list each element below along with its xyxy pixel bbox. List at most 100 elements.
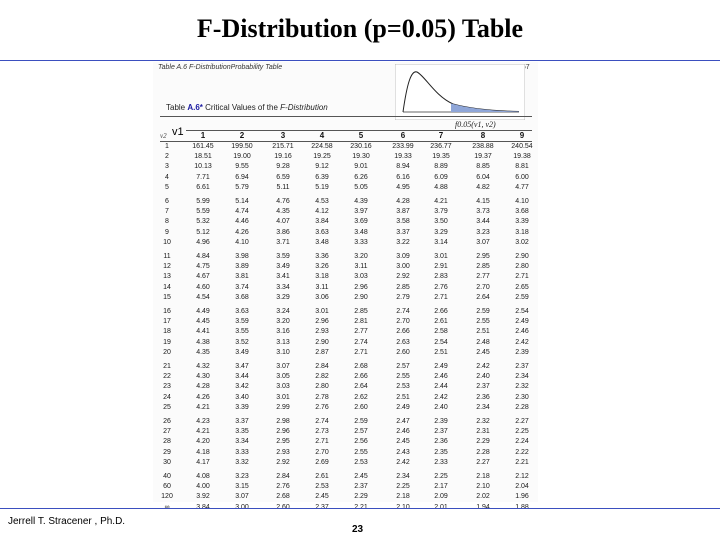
table-cell: 3.92	[196, 493, 210, 501]
table-cell: 2.78	[315, 393, 329, 401]
row-label: 14	[163, 283, 171, 291]
table-cell: 8.94	[396, 163, 410, 171]
table-cell: 2.65	[515, 283, 529, 291]
slide-page-number: 23	[352, 524, 364, 535]
table-cell: 2.71	[434, 293, 448, 301]
table-cell: 4.39	[354, 198, 368, 205]
table-cell: 4.74	[235, 208, 249, 216]
table-cell: 4.28	[396, 198, 410, 205]
table-cell: 3.33	[354, 238, 368, 246]
table-cell: 2.55	[354, 448, 368, 456]
table-cell: 2.17	[434, 483, 448, 491]
table-cell: 3.49	[235, 348, 249, 356]
table-cell: 2.01	[434, 503, 448, 511]
table-cell: 6.59	[276, 173, 290, 181]
table-cell: 4.35	[276, 208, 290, 216]
table-cell: 4.18	[196, 448, 210, 456]
table-cell: 4.00	[196, 483, 210, 491]
table-cell: 2.85	[354, 308, 368, 315]
table-cell: 2.27	[476, 458, 490, 466]
table-cell: 3.89	[235, 263, 249, 271]
table-cell: 4.26	[196, 393, 210, 401]
table-cell: 2.46	[396, 428, 410, 436]
table-cell: 2.62	[354, 393, 368, 401]
table-cell: 2.25	[396, 483, 410, 491]
footer-divider	[0, 508, 720, 509]
table-cell: 3.86	[276, 228, 290, 236]
table-cell: 2.84	[315, 363, 329, 370]
table-cell: 2.51	[434, 348, 448, 356]
table-cell: 2.76	[315, 403, 329, 411]
table-cell: 2.42	[515, 338, 529, 346]
table-cell: 2.91	[434, 263, 448, 271]
table-cell: 3.20	[276, 318, 290, 326]
table-cell: 3.34	[276, 283, 290, 291]
table-cell: 2.45	[354, 473, 368, 480]
table-cell: 2.42	[396, 458, 410, 466]
table-cell: 2.53	[315, 483, 329, 491]
table-cell: 2.96	[315, 318, 329, 326]
table-cell: 3.18	[315, 273, 329, 281]
table-cell: 4.21	[196, 428, 210, 436]
table-cell: 3.48	[315, 238, 329, 246]
author-name: Jerrell T. Stracener , Ph.D.	[8, 516, 126, 527]
table-cell: 19.38	[513, 153, 531, 161]
table-cell: 19.33	[394, 153, 412, 161]
table-cell: 2.49	[434, 363, 448, 370]
critical-value-label: f0.05(v1, v2)	[455, 120, 496, 129]
table-cell: 4.20	[196, 438, 210, 446]
row-label: 5	[165, 183, 169, 191]
row-label: 3	[165, 163, 169, 171]
table-cell: 3.63	[235, 308, 249, 315]
table-cell: 6.26	[354, 173, 368, 181]
table-cell: 3.84	[315, 218, 329, 226]
table-cell: 2.21	[354, 503, 368, 511]
table-top-rule	[160, 116, 532, 117]
column-header: 8	[480, 131, 486, 140]
table-cell: 4.28	[196, 383, 210, 391]
table-cell: 4.88	[434, 183, 448, 191]
table-caption: Table A.6* Critical Values of the F-Dist…	[166, 103, 328, 112]
table-cell: 3.50	[434, 218, 448, 226]
row-label: 19	[163, 338, 171, 346]
table-cell: 3.00	[396, 263, 410, 271]
table-cell: 2.66	[396, 328, 410, 336]
table-cell: 19.35	[432, 153, 450, 161]
table-cell: 4.38	[196, 338, 210, 346]
table-cell: 2.90	[315, 338, 329, 346]
table-cell: 2.64	[354, 383, 368, 391]
table-cell: 4.53	[315, 198, 329, 205]
table-cell: 2.46	[434, 373, 448, 381]
table-cell: 3.98	[235, 253, 249, 260]
row-label: 12	[163, 263, 171, 271]
row-label: 7	[165, 208, 169, 216]
header-rule	[186, 130, 532, 131]
nu2-label: v2	[160, 132, 167, 140]
table-cell: 3.32	[235, 458, 249, 466]
table-cell: 2.37	[315, 503, 329, 511]
table-cell: 3.07	[476, 238, 490, 246]
table-cell: 2.45	[396, 438, 410, 446]
table-cell: 2.12	[515, 473, 529, 480]
table-cell: 5.12	[196, 228, 210, 236]
table-cell: 4.45	[196, 318, 210, 326]
nu1-label: v1	[172, 126, 184, 138]
table-cell: 2.85	[476, 263, 490, 271]
table-cell: 19.16	[274, 153, 292, 161]
table-cell: 4.12	[315, 208, 329, 216]
table-cell: 2.30	[515, 393, 529, 401]
row-label: 28	[163, 438, 171, 446]
table-cell: 2.51	[396, 393, 410, 401]
table-cell: 2.60	[354, 403, 368, 411]
caption-text: Critical Values of the	[205, 103, 278, 112]
table-cell: 2.58	[434, 328, 448, 336]
caption-table-number: A.6*	[187, 103, 203, 112]
table-cell: 3.48	[354, 228, 368, 236]
table-cell: 4.30	[196, 373, 210, 381]
table-cell: 2.37	[434, 428, 448, 436]
table-cell: 2.36	[434, 438, 448, 446]
table-cell: 2.92	[396, 273, 410, 281]
table-cell: 2.29	[476, 438, 490, 446]
row-label: 29	[163, 448, 171, 456]
table-cell: 2.90	[354, 293, 368, 301]
